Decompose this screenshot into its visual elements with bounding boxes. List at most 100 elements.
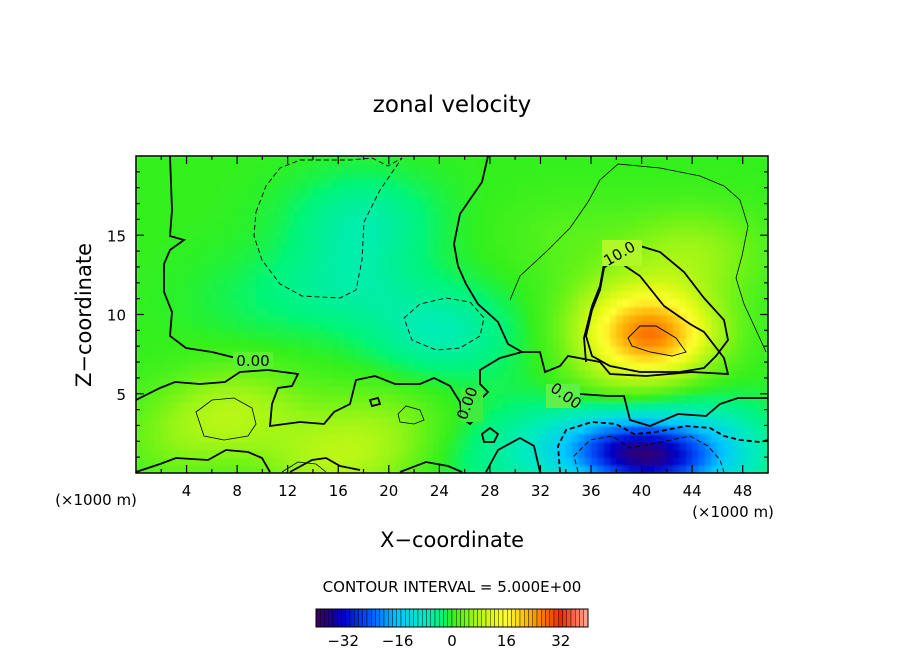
heatmap-cell (572, 362, 580, 371)
heatmap-cell (521, 290, 529, 300)
heatmap-cell (641, 219, 649, 229)
heatmap-cell (148, 290, 156, 300)
heatmap-cell (616, 457, 624, 466)
heatmap-cell (673, 369, 681, 379)
heatmap-cell (711, 314, 719, 324)
heatmap-cell (180, 156, 188, 165)
heatmap-cell (723, 306, 731, 316)
heatmap-cell (685, 385, 693, 395)
heatmap-cell (211, 211, 219, 221)
heatmap-cell (616, 401, 624, 411)
heatmap-cell (610, 171, 618, 181)
heatmap-cell (173, 409, 182, 419)
heatmap-cell (211, 243, 219, 252)
heatmap-cell (673, 393, 681, 403)
heatmap-cell (173, 211, 182, 221)
heatmap-cell (180, 187, 188, 197)
heatmap-cell (369, 369, 377, 379)
heatmap-cell (369, 251, 377, 260)
heatmap-cell (666, 433, 674, 443)
heatmap-cell (527, 465, 535, 473)
heatmap-cell (256, 179, 264, 189)
heatmap-cell (654, 274, 662, 284)
heatmap-cell (237, 243, 245, 252)
heatmap-cell (540, 259, 548, 268)
heatmap-cell (294, 219, 302, 229)
heatmap-cell (723, 322, 731, 332)
heatmap-cell (464, 235, 472, 244)
heatmap-cell (452, 457, 460, 466)
heatmap-cell (186, 457, 194, 466)
heatmap-cell (154, 298, 163, 308)
heatmap-cell (565, 274, 573, 284)
heatmap-cell (154, 171, 163, 181)
heatmap-cell (572, 266, 580, 276)
heatmap-cell (723, 211, 731, 221)
heatmap-cell (369, 377, 377, 387)
heatmap-cell (325, 465, 333, 473)
heatmap-cell (641, 322, 649, 332)
heatmap-cell (527, 393, 535, 403)
heatmap-cell (521, 449, 529, 458)
heatmap-cell (161, 465, 169, 473)
chart-title: zonal velocity (373, 92, 531, 118)
heatmap-cell (654, 227, 662, 237)
heatmap-cell (319, 369, 327, 379)
heatmap-cell (515, 441, 523, 451)
heatmap-cell (527, 314, 535, 324)
heatmap-cell (603, 306, 611, 316)
heatmap-cell (180, 409, 188, 419)
heatmap-cell (186, 465, 194, 473)
heatmap-cell (218, 219, 226, 229)
heatmap-cell (572, 425, 580, 435)
heatmap-cell (331, 179, 340, 189)
heatmap-cell (363, 274, 371, 284)
colorbar-swatch (354, 608, 359, 628)
heatmap-cell (407, 322, 415, 332)
heatmap-cell (736, 251, 744, 260)
heatmap-cell (262, 393, 270, 403)
heatmap-cell (641, 290, 649, 300)
heatmap-cell (325, 266, 333, 276)
heatmap-cell (527, 203, 535, 213)
heatmap-cell (679, 465, 687, 473)
heatmap-cell (666, 465, 674, 473)
heatmap-cell (369, 322, 377, 332)
heatmap-cell (205, 314, 213, 324)
heatmap-cell (502, 330, 510, 340)
heatmap-cell (628, 306, 637, 316)
heatmap-cell (610, 274, 618, 284)
heatmap-cell (262, 401, 270, 411)
heatmap-cell (685, 187, 693, 197)
heatmap-cell (218, 409, 226, 419)
heatmap-cell (331, 433, 340, 443)
heatmap-cell (433, 338, 441, 347)
heatmap-cell (369, 393, 377, 403)
heatmap-cell (369, 385, 377, 395)
heatmap-cell (540, 251, 548, 260)
heatmap-cell (256, 377, 264, 387)
heatmap-cell (306, 266, 314, 276)
heatmap-cell (527, 433, 535, 443)
heatmap-cell (730, 274, 738, 284)
heatmap-cell (319, 457, 327, 466)
heatmap-cell (723, 179, 731, 189)
heatmap-cell (458, 195, 466, 205)
heatmap-cell (237, 179, 245, 189)
heatmap-cell (534, 171, 542, 181)
heatmap-cell (376, 314, 384, 324)
heatmap-cell (363, 251, 371, 260)
heatmap-cell (572, 346, 580, 355)
heatmap-cell (458, 338, 466, 347)
heatmap-cell (173, 354, 182, 363)
heatmap-cell (262, 433, 270, 443)
heatmap-cell (249, 187, 257, 197)
heatmap-cell (628, 409, 637, 419)
heatmap-cell (527, 441, 535, 451)
heatmap-cell (180, 346, 188, 355)
heatmap-cell (262, 274, 270, 284)
heatmap-cell (685, 227, 693, 237)
heatmap-cell (382, 195, 390, 205)
heatmap-cell (755, 266, 763, 276)
